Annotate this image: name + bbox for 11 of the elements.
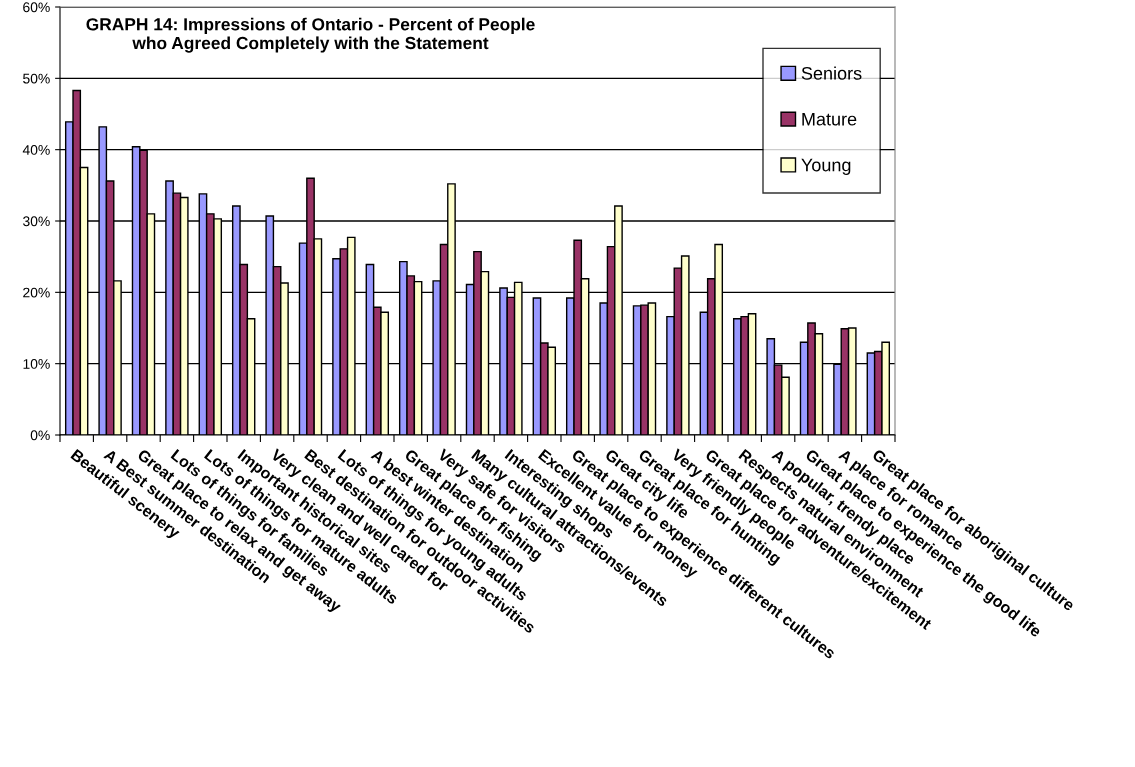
y-tick-label: 50% — [23, 73, 50, 84]
legend-label: Seniors — [801, 66, 862, 80]
y-tick-label: 10% — [23, 359, 50, 369]
y-tick-label: 0% — [30, 430, 50, 441]
text: GRAPH 14: Impressions of Ontario - Percent of People who Agreed Completely with the Statement — [86, 17, 535, 53]
y-tick-label: 40% — [22, 145, 50, 155]
y-tick-label: 20% — [23, 287, 50, 298]
y-tick-label: 30% — [23, 216, 50, 227]
y-tick-label: 60% — [23, 2, 50, 13]
legend-label: Young — [801, 158, 851, 175]
legend-label: Mature — [802, 112, 857, 126]
